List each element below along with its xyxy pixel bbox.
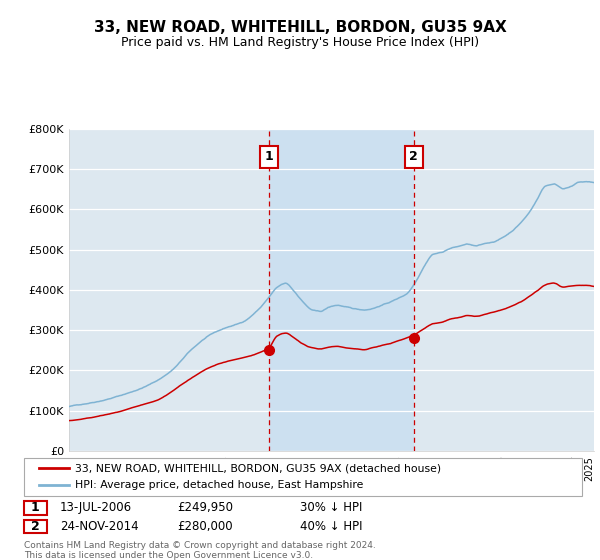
Text: 2: 2 — [409, 151, 418, 164]
Text: 33, NEW ROAD, WHITEHILL, BORDON, GU35 9AX (detached house): 33, NEW ROAD, WHITEHILL, BORDON, GU35 9A… — [75, 463, 441, 473]
Text: 1: 1 — [31, 501, 40, 515]
Text: £249,950: £249,950 — [177, 501, 233, 515]
Text: 33, NEW ROAD, WHITEHILL, BORDON, GU35 9AX: 33, NEW ROAD, WHITEHILL, BORDON, GU35 9A… — [94, 20, 506, 35]
Text: 1: 1 — [265, 151, 274, 164]
Text: 2: 2 — [31, 520, 40, 533]
Text: HPI: Average price, detached house, East Hampshire: HPI: Average price, detached house, East… — [75, 480, 364, 490]
Text: Contains HM Land Registry data © Crown copyright and database right 2024.
This d: Contains HM Land Registry data © Crown c… — [24, 541, 376, 560]
Text: 24-NOV-2014: 24-NOV-2014 — [60, 520, 139, 533]
Text: 40% ↓ HPI: 40% ↓ HPI — [300, 520, 362, 533]
Text: £280,000: £280,000 — [177, 520, 233, 533]
Bar — [269, 129, 414, 451]
Text: Price paid vs. HM Land Registry's House Price Index (HPI): Price paid vs. HM Land Registry's House … — [121, 36, 479, 49]
Text: 13-JUL-2006: 13-JUL-2006 — [60, 501, 132, 515]
Text: 30% ↓ HPI: 30% ↓ HPI — [300, 501, 362, 515]
